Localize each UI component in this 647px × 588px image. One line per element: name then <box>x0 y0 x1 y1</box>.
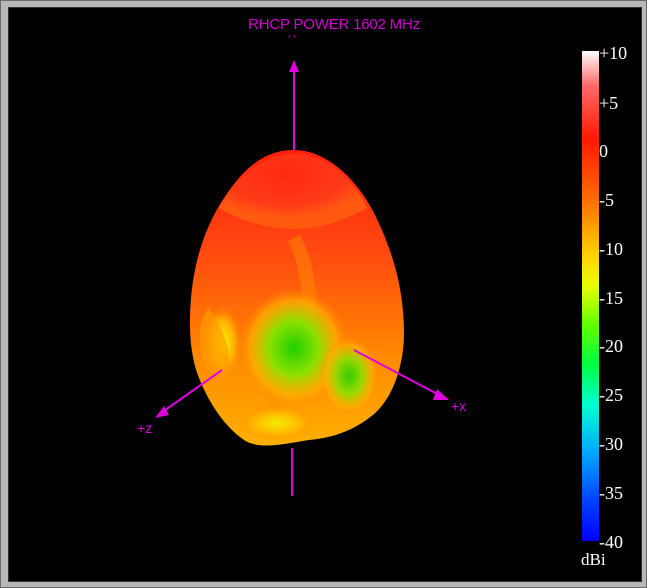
colorbar-tick: +10 <box>599 43 628 63</box>
z-axis-arrowhead <box>155 406 169 418</box>
x-axis-arrowhead <box>433 389 449 400</box>
y-axis-label: ' ' <box>288 34 296 46</box>
z-axis-line <box>160 369 223 414</box>
colorbar-tick: -40 <box>599 532 623 552</box>
colorbar <box>582 51 599 541</box>
colorbar-tick: -35 <box>599 483 623 503</box>
pattern-yellow-region-bottom <box>237 405 317 441</box>
pattern-top-lobe <box>219 154 367 229</box>
colorbar-tick: -20 <box>599 336 623 356</box>
radiation-pattern-scene <box>155 60 449 496</box>
colorbar-tick: +5 <box>599 93 619 113</box>
colorbar-tick: 0 <box>599 141 608 161</box>
x-axis-line <box>353 349 442 397</box>
colorbar-unit: dBi <box>581 550 606 569</box>
z-axis-label: +z <box>137 420 153 436</box>
pattern-left-notch <box>199 308 230 376</box>
colorbar-tick: -15 <box>599 288 623 308</box>
colorbar-tick: -30 <box>599 434 623 454</box>
plot-viewport[interactable]: RHCP POWER 1602 MHz <box>8 7 642 582</box>
y-axis-arrowhead <box>289 60 299 72</box>
pattern-green-region-right <box>319 336 379 416</box>
colorbar-tick: -5 <box>599 190 614 210</box>
plot-title: RHCP POWER 1602 MHz <box>248 16 420 33</box>
colorbar-tick: -25 <box>599 385 623 405</box>
colorbar-tick: -10 <box>599 239 623 259</box>
x-axis-label: +x <box>451 398 467 414</box>
